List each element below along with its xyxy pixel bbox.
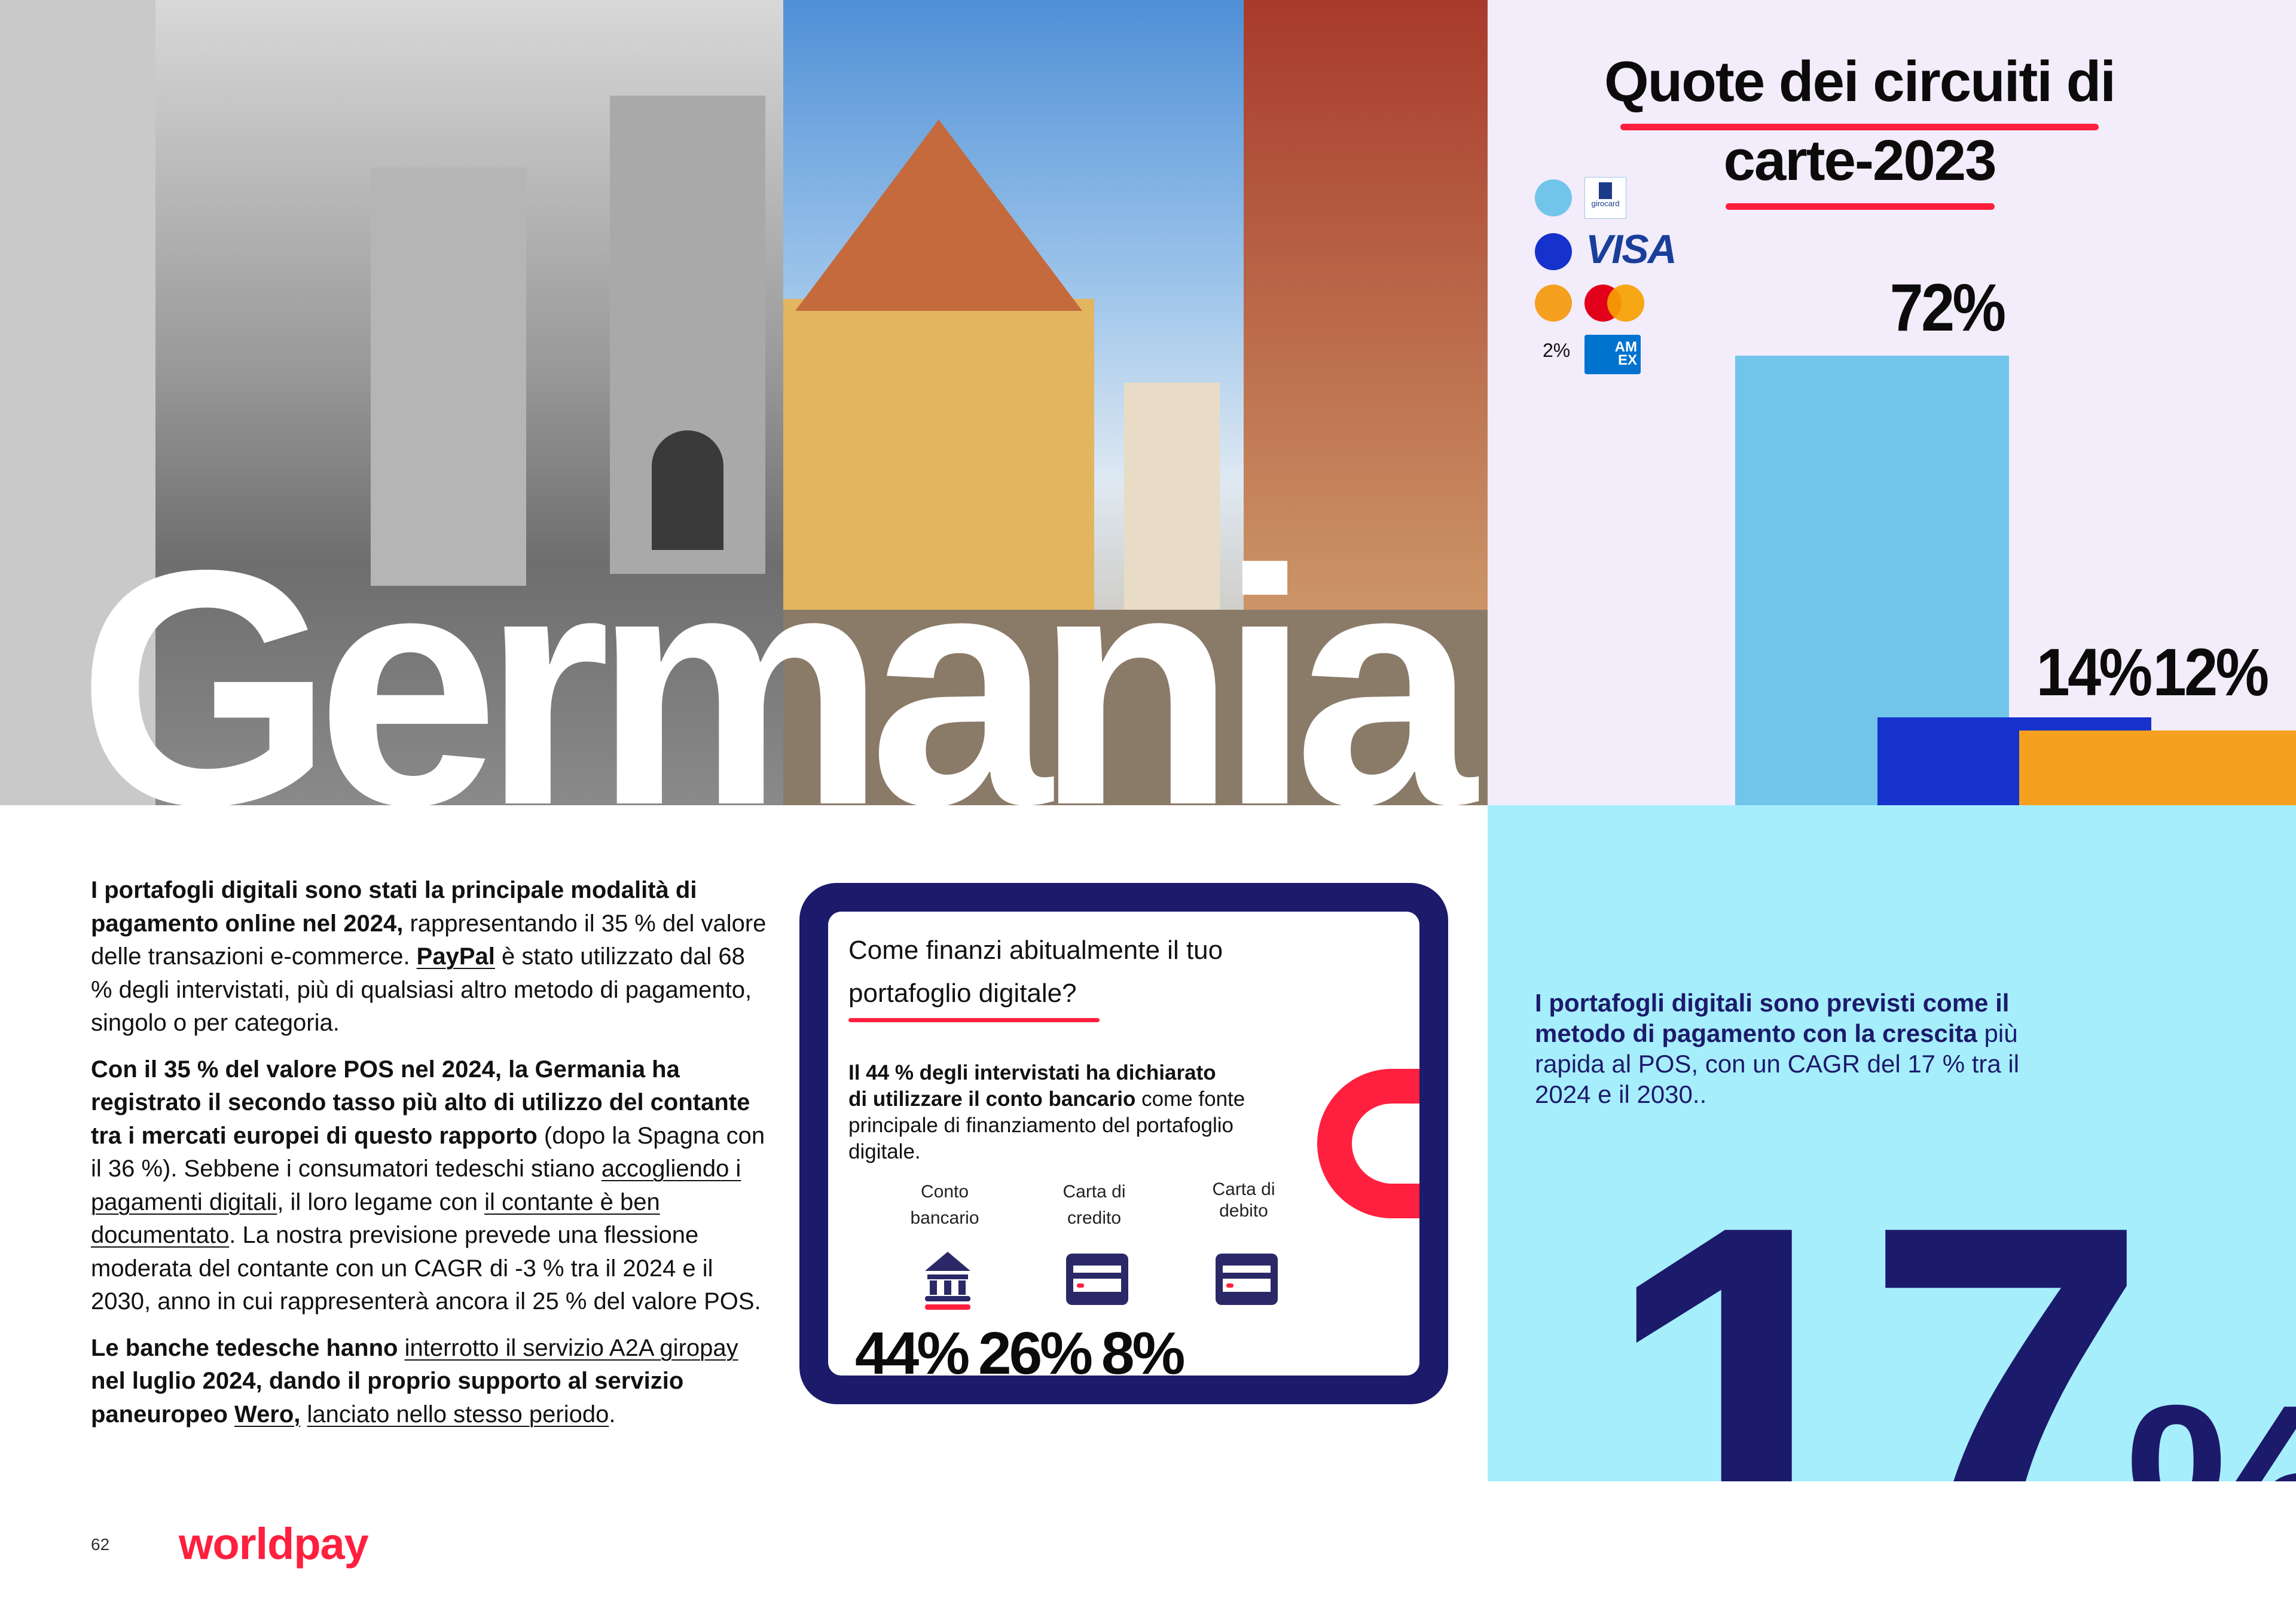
credit-card-icon [1066,1254,1128,1305]
body-text: I portafogli digitali sono stati la prin… [91,874,773,1444]
forecast-big-number: 17% [1601,1149,2296,1482]
label-debit-card: Carta di debito [1178,1179,1309,1222]
photo-cobblestones [783,610,1488,805]
worldpay-logo: worldpay [179,1519,369,1569]
text-bold: Le banche tedesche hanno [91,1334,405,1361]
forecast-bold: I portafogli digitali sono previsti come… [1535,989,2010,1047]
big-number: 17 [1601,1118,2150,1482]
text: , il loro legame con [277,1188,485,1215]
label-text: credito [1067,1208,1122,1228]
bar-label-girocard: 72% [1889,270,2007,345]
digital-payments-link[interactable]: accogliendo i pagamenti digitali [91,1156,741,1215]
text: . [609,1401,616,1428]
text-bold: I portafogli digitali sono stati la prin… [91,877,697,937]
label-text: debito [1219,1201,1268,1221]
label-text: Carta di [1062,1182,1126,1202]
forecast-rest: più rapida al POS, con un CAGR del 17 % … [1535,1019,2020,1108]
paragraph: I portafogli digitali sono stati la prin… [91,874,773,1040]
paragraph: Con il 35 % del valore POS nel 2024, la … [91,1053,773,1319]
hero-title: Germania [78,500,1477,875]
wallet-funding-card: Come finanzi abitualmente il tuo portafo… [799,883,1448,1404]
stat-text: come fonte principale di finanziamento d… [848,1087,1245,1163]
giropay-link[interactable]: interrotto il servizio A2A giropay [404,1334,738,1361]
text: (dopo la Spagna con il 36 %). Sebbene i … [91,1122,765,1182]
photo-building [371,167,526,586]
chart-title-line2: carte-2023 [1723,129,1996,192]
label-text: Carta di [1212,1179,1275,1199]
page-number: 62 [91,1535,110,1554]
bank-icon [925,1252,970,1310]
amex-logo-icon: AM EX [1584,335,1641,374]
stat-bold: Il 44 % degli intervistati ha dichiarato [848,1061,1216,1084]
forecast-text: I portafogli digitali sono previsti come… [1535,988,2025,1109]
girocard-label: girocard [1591,199,1620,208]
card-body: Come finanzi abitualmente il tuo portafo… [828,912,1419,1376]
big-percent: % [2126,1352,2296,1481]
card-stat: Il 44 % degli intervistati ha dichiarato… [848,1060,1267,1165]
bar-label-visa: 14% [2036,635,2153,710]
label-text: bancario [910,1208,979,1228]
paragraph: Le banche tedesche hanno interrotto il s… [91,1332,773,1432]
stat-bold: di utilizzare il conto bancario [848,1087,1136,1111]
card-percentages: 44% 26% 8% [855,1319,1186,1376]
cash-documented-link[interactable]: il contante è ben documentato [91,1188,660,1249]
girocard-mark-icon [1599,182,1612,199]
chart-title-line1: Quote dei circuiti di [1604,50,2116,114]
pct-debit: 8% [1101,1320,1186,1376]
amex-text: EX [1617,352,1637,368]
label-text: Conto [920,1182,969,1202]
title-underline [1726,203,1995,210]
photo-building [0,0,155,805]
girocard-logo-icon: girocard [1584,177,1626,219]
hero-photo [0,0,1488,805]
label-bank-account: Conto bancario [879,1179,1010,1231]
paypal-link[interactable]: PayPal [416,943,495,970]
question-underline [848,1018,1100,1022]
decorative-arc [1317,1069,1419,1218]
text: è stato utilizzato dal 68 % degli interv… [91,943,752,1036]
bar-label-mastercard: 12% [2152,635,2270,710]
text [300,1401,307,1428]
launch-link[interactable]: lanciato nello stesso periodo [307,1401,609,1428]
photo-building [783,299,1094,610]
legend-dot-girocard [1535,179,1572,216]
text-bold: nel luglio 2024, dando il proprio suppor… [91,1368,684,1428]
text: . La nostra previsione prevede una fless… [91,1222,761,1315]
pct-credit: 26% [978,1320,1093,1376]
text-bold: Con il 35 % del valore POS nel 2024, la … [91,1056,750,1149]
legend-dot-mastercard [1535,285,1572,322]
debit-card-icon [1216,1254,1278,1305]
forecast-panel: I portafogli digitali sono previsti come… [1488,805,2296,1481]
pct-bank: 44% [855,1320,970,1376]
mastercard-logo-icon [1607,285,1644,322]
legend-dot-visa [1535,233,1572,270]
label-credit-card: Carta di credito [1028,1179,1160,1231]
legend-amex-pct: 2% [1543,340,1571,361]
bar-mastercard [2019,730,2296,805]
card-question-line2: portafoglio digitale? [848,979,1077,1008]
text: rappresentando il 35 % del valore delle … [91,910,767,970]
amex-text: AM [1614,339,1637,355]
wero-link[interactable]: Wero, [234,1401,301,1428]
card-question-line1: Come finanzi abitualmente il tuo [848,936,1223,965]
photo-gate [652,430,723,550]
title-underline [1620,124,2099,130]
visa-logo: VISA [1586,227,1677,272]
